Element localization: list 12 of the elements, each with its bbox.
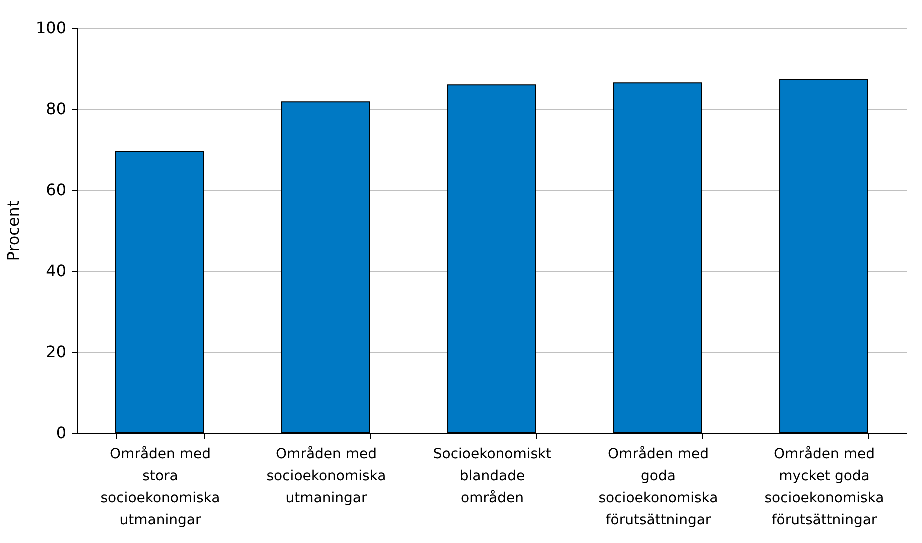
x-tick-label: Områden med socioekonomiska utmaningar — [266, 446, 386, 506]
x-tick-label: Områden med goda socioekonomiska förutsättningar — [598, 446, 718, 528]
y-axis-title: Procent — [4, 200, 23, 262]
y-tick-label: 60 — [46, 180, 66, 200]
x-tick-label: Socioekonomiskt blandade områden — [433, 446, 552, 506]
x-tick-label: Områden med stora socioekonomiska utmaningar — [100, 446, 220, 528]
x-tick-label: Områden med mycket goda socioekonomiska förutsättningar — [764, 446, 884, 528]
y-tick-label: 20 — [46, 342, 66, 362]
y-tick-label: 0 — [56, 424, 66, 442]
y-tick-label: 40 — [46, 262, 66, 280]
y-tick-label: 80 — [46, 100, 66, 118]
y-tick-label: 100 — [36, 18, 66, 38]
